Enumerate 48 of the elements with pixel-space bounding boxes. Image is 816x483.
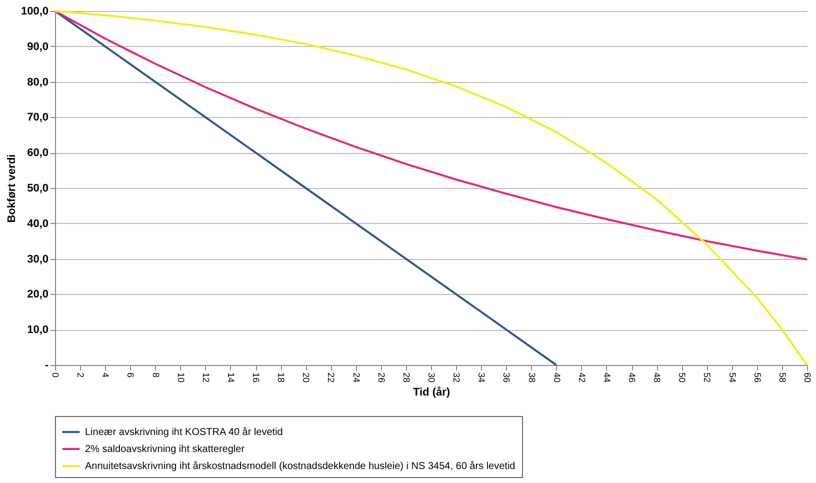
x-tick-label: 30	[426, 372, 436, 383]
x-tick-label: 56	[752, 372, 762, 383]
x-tick-label: 40	[552, 372, 562, 383]
x-tick-label: 6	[126, 372, 136, 378]
line-series	[54, 10, 808, 261]
x-tick-label: 16	[251, 372, 262, 383]
x-tick-label: 26	[376, 372, 386, 383]
x-tick-label: 24	[351, 372, 362, 383]
y-tick-label: 70,0	[27, 112, 48, 124]
x-tick-label: 38	[526, 372, 537, 383]
x-tick-label: 54	[727, 372, 738, 383]
x-tick-label: 22	[326, 372, 336, 383]
x-tick-label: 60	[802, 372, 812, 383]
y-tick-label: 10,0	[27, 324, 48, 336]
x-tick-label: 10	[176, 372, 186, 383]
x-tick-label: 32	[452, 372, 462, 383]
x-tick-label: 2	[76, 372, 86, 378]
x-tick-label: 46	[627, 372, 638, 383]
y-tick-label: 100,0	[20, 6, 48, 18]
x-tick-label: 52	[702, 372, 712, 383]
x-tick-label: 20	[301, 372, 312, 383]
y-tick-label: 30,0	[27, 253, 48, 266]
x-tick-label: 58	[777, 372, 788, 383]
x-axis-title: Tid (år)	[412, 386, 450, 399]
y-tick-label: 40,0	[27, 218, 48, 230]
x-tick-label: 44	[602, 372, 612, 383]
x-tick-label: 18	[276, 372, 286, 383]
x-tick-label: 8	[150, 372, 161, 378]
y-tick-label: -	[44, 360, 49, 372]
legend-label: Annuitetsavskrivning iht årskostnadsmodell (kostnadsdekkende husleie) i NS 3454, 60 års levetid	[85, 460, 516, 472]
y-tick-label: 60,0	[27, 147, 48, 160]
y-tick-label: 20,0	[27, 288, 48, 301]
x-tick-label: 14	[226, 372, 236, 383]
x-tick-label: 36	[502, 372, 512, 383]
y-tick-label: 80,0	[27, 76, 48, 88]
y-tick-label: 50,0	[27, 182, 48, 194]
x-tick-label: 0	[50, 372, 60, 378]
x-tick-label: 34	[476, 372, 487, 383]
x-tick-label: 50	[677, 372, 688, 383]
y-tick-label: 90,0	[27, 40, 48, 53]
legend-label: Lineær avskrivning iht KOSTRA 40 år levetid	[85, 426, 283, 438]
x-tick-label: 28	[401, 372, 412, 383]
x-tick-label: 48	[652, 372, 662, 383]
y-axis-title: Bokført verdi	[6, 154, 18, 223]
x-tick-label: 12	[200, 372, 211, 383]
x-tick-label: 4	[100, 372, 111, 378]
x-tick-label: 42	[576, 372, 587, 383]
legend-label: 2% saldoavskrivning iht skatteregler	[85, 444, 246, 455]
